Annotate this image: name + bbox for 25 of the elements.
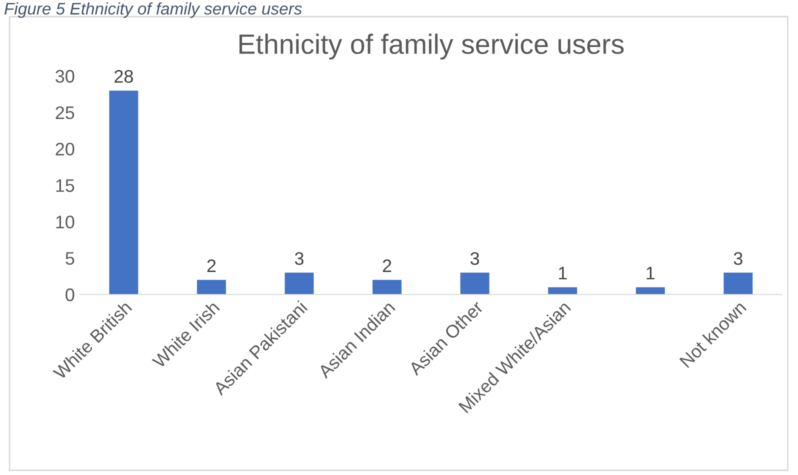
y-tick-label: 15 xyxy=(56,179,74,192)
data-label: 1 xyxy=(646,266,655,280)
bar xyxy=(548,287,578,294)
y-tick-label: 5 xyxy=(66,252,74,265)
bar xyxy=(372,280,402,294)
y-tick-label: 30 xyxy=(56,70,74,83)
y-tick-label: 20 xyxy=(56,142,74,156)
caption: Figure 5 Ethnicity of family service users xyxy=(4,2,302,18)
data-label: 28 xyxy=(114,70,133,83)
y-tick-label: 25 xyxy=(56,106,74,120)
data-label: 3 xyxy=(470,252,480,265)
data-label: 3 xyxy=(734,252,742,265)
chart-title: Ethnicity of family service users xyxy=(239,34,624,60)
bar xyxy=(284,272,314,294)
data-label: 1 xyxy=(558,266,567,280)
bar xyxy=(636,287,665,294)
bar xyxy=(724,272,753,294)
data-label: 3 xyxy=(294,252,304,265)
bar xyxy=(109,90,138,294)
bar xyxy=(460,272,490,294)
bar xyxy=(196,280,226,294)
data-label: 2 xyxy=(207,259,216,272)
data-label: 2 xyxy=(382,259,392,272)
y-tick-label: 0 xyxy=(66,288,74,302)
y-tick-label: 10 xyxy=(56,216,74,228)
